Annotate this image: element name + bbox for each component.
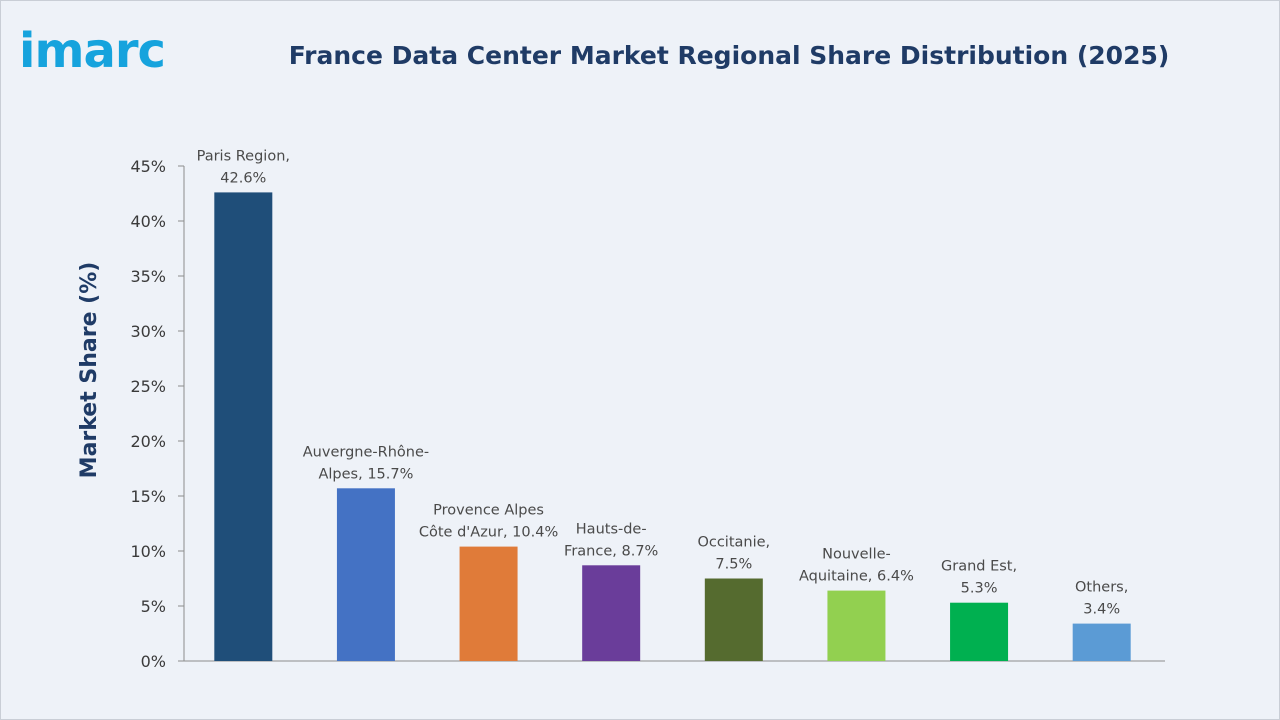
y-axis-title: Market Share (%)	[77, 262, 102, 479]
data-label: 42.6%	[220, 170, 266, 186]
y-tick-label: 15%	[130, 487, 166, 506]
bar	[1072, 623, 1131, 661]
data-label: France, 8.7%	[564, 543, 658, 559]
data-label: 5.3%	[961, 581, 998, 597]
bar	[704, 578, 763, 661]
y-tick-label: 20%	[130, 432, 166, 451]
imarc-logo: imarc	[19, 23, 166, 79]
y-tick-label: 5%	[141, 597, 166, 616]
y-tick-label: 25%	[130, 377, 166, 396]
bar	[336, 488, 395, 661]
data-label: Auvergne-Rhône-	[303, 444, 429, 460]
data-label: Côte d'Azur, 10.4%	[419, 525, 558, 541]
data-label: Alpes, 15.7%	[318, 466, 413, 482]
data-label: Hauts-de-	[576, 521, 647, 537]
y-tick-label: 10%	[130, 542, 166, 561]
chart-title: France Data Center Market Regional Share…	[288, 41, 1170, 70]
data-labels-group: Paris Region, 42.6% Auvergne-Rhône- Alpes, …	[197, 148, 1129, 617]
data-label: Provence Alpes	[433, 503, 544, 519]
data-label: Nouvelle-	[822, 547, 891, 563]
data-label: 3.4%	[1083, 602, 1120, 618]
bars-group	[214, 192, 1131, 661]
y-tick-label: 40%	[130, 212, 166, 231]
data-label: Paris Region,	[197, 148, 290, 164]
bar	[582, 565, 641, 661]
bar	[214, 192, 273, 661]
data-label: 7.5%	[715, 557, 752, 573]
bar	[827, 590, 886, 661]
y-tick-label: 45%	[130, 157, 166, 176]
y-axis: 0% 5% 10% 15% 20% 25% 30% 35% 40% 45%	[130, 157, 1165, 671]
data-label: Occitanie,	[697, 535, 770, 551]
data-label: Aquitaine, 6.4%	[799, 569, 914, 585]
bar	[950, 602, 1009, 661]
data-label: Others,	[1075, 580, 1128, 596]
bar	[459, 546, 518, 661]
y-tick-label: 0%	[141, 652, 166, 671]
y-tick-label: 30%	[130, 322, 166, 341]
data-label: Grand Est,	[941, 559, 1017, 575]
y-tick-label: 35%	[130, 267, 166, 286]
